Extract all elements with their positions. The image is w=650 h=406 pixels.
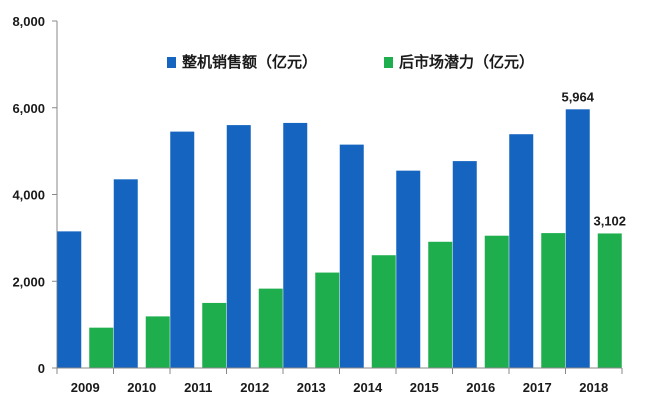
y-tick-label: 4,000 [12, 188, 45, 203]
bar-series-0-2016 [452, 161, 477, 368]
plot-area [57, 109, 622, 369]
bar-series-0-2018 [565, 109, 590, 369]
y-axis: 0 2,000 4,000 6,000 8,000 [12, 14, 58, 376]
bar-series-0-2010 [113, 179, 138, 368]
data-label: 3,102 [593, 213, 626, 228]
x-tick-label: 2016 [466, 380, 495, 395]
x-tick-label: 2013 [297, 380, 326, 395]
legend-label: 后市场潜力（亿元） [399, 53, 534, 71]
bar-series-1-2018 [597, 233, 622, 368]
x-tick-label: 2009 [71, 380, 100, 395]
data-labels: 5,964 3,102 [561, 89, 626, 228]
bar-series-0-2013 [283, 122, 308, 369]
x-tick-label: 2015 [410, 380, 439, 395]
x-tick-label: 2014 [353, 380, 383, 395]
x-axis: 2009 2010 2011 2012 2013 2014 2015 2016 2017 2018 [56, 367, 623, 395]
bar-series-1-2015 [428, 241, 453, 368]
bar-series-1-2017 [541, 233, 566, 368]
bar-series-1-2016 [484, 235, 509, 368]
bar-series-0-2012 [226, 125, 251, 368]
legend-label: 整机销售额（亿元） [182, 53, 317, 71]
bar-series-0-2014 [339, 144, 364, 368]
data-label: 5,964 [561, 89, 594, 104]
y-tick-label: 6,000 [12, 101, 45, 116]
legend-swatch [167, 57, 176, 68]
y-tick-label: 8,000 [12, 14, 45, 29]
bar-series-1-2012 [258, 288, 283, 368]
bar-series-1-2014 [371, 255, 396, 368]
y-tick-label: 0 [38, 361, 45, 376]
x-tick-label: 2010 [127, 380, 156, 395]
legend-swatch [384, 57, 393, 68]
legend: 整机销售额（亿元） 后市场潜力（亿元） [167, 53, 534, 71]
bar-series-1-2009 [89, 327, 114, 368]
bar-series-0-2017 [509, 134, 534, 368]
bar-series-1-2013 [315, 272, 340, 368]
bar-series-0-2011 [170, 131, 195, 368]
x-tick-label: 2017 [523, 380, 552, 395]
x-tick-label: 2012 [240, 380, 269, 395]
bar-series-1-2011 [202, 302, 227, 368]
bar-series-1-2010 [145, 316, 170, 368]
bar-series-0-2009 [57, 231, 82, 368]
bar-series-0-2015 [396, 170, 421, 368]
x-tick-label: 2011 [184, 380, 212, 395]
x-tick-label: 2018 [579, 380, 608, 395]
y-tick-label: 2,000 [12, 274, 45, 289]
